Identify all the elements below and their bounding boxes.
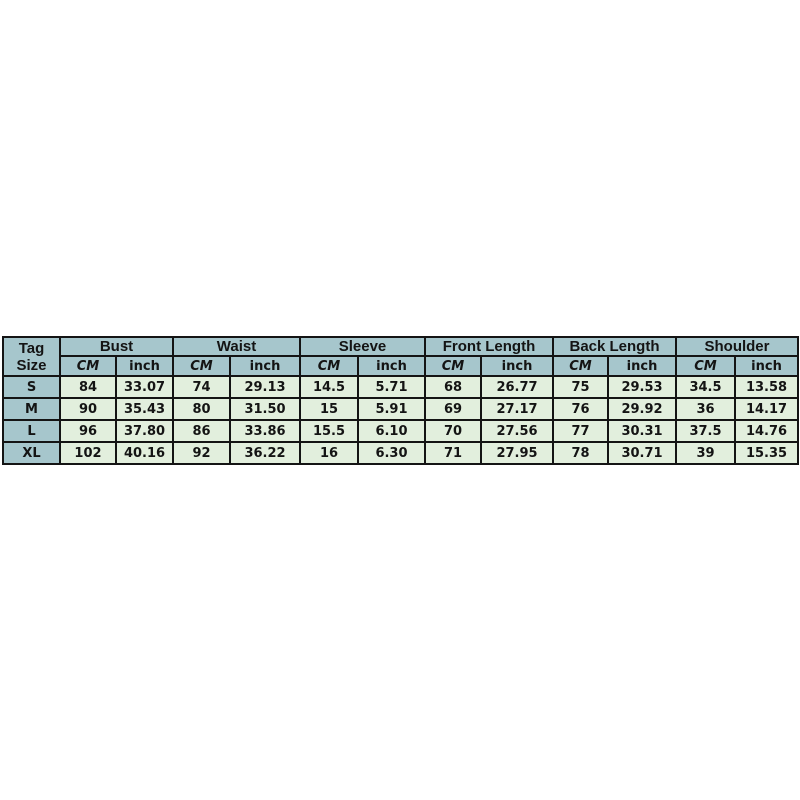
size-tag-cell: S (2, 375, 61, 399)
value-cell-bust-cm: 90 (59, 397, 117, 421)
value-cell-back-length-inch: 30.31 (607, 419, 677, 443)
value-cell-back-length-inch: 29.53 (607, 375, 677, 399)
unit-header-waist-cm: CM (172, 355, 231, 377)
unit-header-bust-cm: CM (59, 355, 117, 377)
value-cell-waist-cm: 80 (172, 397, 231, 421)
column-group-back-length: Back Length (552, 336, 677, 357)
value-cell-sleeve-inch: 6.30 (357, 441, 426, 465)
value-cell-waist-cm: 74 (172, 375, 231, 399)
unit-header-back-length-inch: inch (607, 355, 677, 377)
value-cell-front-length-inch: 27.17 (480, 397, 554, 421)
value-cell-waist-cm: 92 (172, 441, 231, 465)
size-chart-table: Tag Size Bust Waist Sleeve Front Length … (2, 336, 799, 465)
size-chart: Tag Size Bust Waist Sleeve Front Length … (2, 336, 799, 465)
unit-header-sleeve-cm: CM (299, 355, 359, 377)
corner-header-line1: Tag (18, 339, 45, 357)
value-cell-sleeve-cm: 14.5 (299, 375, 359, 399)
unit-header-sleeve-inch: inch (357, 355, 426, 377)
column-group-shoulder: Shoulder (675, 336, 799, 357)
value-cell-front-length-cm: 71 (424, 441, 482, 465)
group-header-row: Tag Size Bust Waist Sleeve Front Length … (2, 336, 799, 377)
value-cell-shoulder-cm: 36 (675, 397, 736, 421)
value-cell-back-length-cm: 77 (552, 419, 609, 443)
value-cell-front-length-cm: 68 (424, 375, 482, 399)
unit-header-shoulder-inch: inch (734, 355, 799, 377)
value-cell-back-length-inch: 29.92 (607, 397, 677, 421)
unit-header-front-length-cm: CM (424, 355, 482, 377)
value-cell-bust-cm: 102 (59, 441, 117, 465)
table-row-size-xl: XL 102 40.16 92 36.22 16 6.30 71 27.95 7… (2, 441, 799, 465)
value-cell-waist-cm: 86 (172, 419, 231, 443)
value-cell-bust-cm: 96 (59, 419, 117, 443)
value-cell-back-length-cm: 78 (552, 441, 609, 465)
corner-header-line2: Size (16, 356, 47, 374)
column-group-sleeve: Sleeve (299, 336, 426, 357)
value-cell-back-length-cm: 75 (552, 375, 609, 399)
unit-header-waist-inch: inch (229, 355, 301, 377)
value-cell-bust-inch: 35.43 (115, 397, 174, 421)
value-cell-waist-inch: 29.13 (229, 375, 301, 399)
value-cell-sleeve-cm: 15.5 (299, 419, 359, 443)
value-cell-front-length-cm: 70 (424, 419, 482, 443)
value-cell-shoulder-inch: 15.35 (734, 441, 799, 465)
corner-header-cell: Tag Size (2, 336, 61, 377)
size-tag-cell: L (2, 419, 61, 443)
value-cell-shoulder-inch: 13.58 (734, 375, 799, 399)
value-cell-shoulder-inch: 14.76 (734, 419, 799, 443)
column-group-bust: Bust (59, 336, 174, 357)
value-cell-bust-cm: 84 (59, 375, 117, 399)
value-cell-shoulder-cm: 39 (675, 441, 736, 465)
table-row-size-m: M 90 35.43 80 31.50 15 5.91 69 27.17 76 … (2, 397, 799, 421)
value-cell-sleeve-inch: 5.71 (357, 375, 426, 399)
size-tag-cell: M (2, 397, 61, 421)
value-cell-bust-inch: 40.16 (115, 441, 174, 465)
value-cell-front-length-inch: 27.56 (480, 419, 554, 443)
value-cell-sleeve-inch: 5.91 (357, 397, 426, 421)
table-row-size-l: L 96 37.80 86 33.86 15.5 6.10 70 27.56 7… (2, 419, 799, 443)
unit-header-front-length-inch: inch (480, 355, 554, 377)
unit-header-shoulder-cm: CM (675, 355, 736, 377)
value-cell-bust-inch: 37.80 (115, 419, 174, 443)
value-cell-front-length-inch: 26.77 (480, 375, 554, 399)
value-cell-shoulder-cm: 34.5 (675, 375, 736, 399)
value-cell-sleeve-inch: 6.10 (357, 419, 426, 443)
value-cell-front-length-inch: 27.95 (480, 441, 554, 465)
value-cell-waist-inch: 36.22 (229, 441, 301, 465)
value-cell-shoulder-inch: 14.17 (734, 397, 799, 421)
unit-header-bust-inch: inch (115, 355, 174, 377)
column-group-front-length: Front Length (424, 336, 554, 357)
value-cell-back-length-inch: 30.71 (607, 441, 677, 465)
value-cell-sleeve-cm: 16 (299, 441, 359, 465)
value-cell-bust-inch: 33.07 (115, 375, 174, 399)
value-cell-sleeve-cm: 15 (299, 397, 359, 421)
value-cell-waist-inch: 33.86 (229, 419, 301, 443)
value-cell-front-length-cm: 69 (424, 397, 482, 421)
column-group-waist: Waist (172, 336, 301, 357)
size-tag-cell: XL (2, 441, 61, 465)
unit-header-back-length-cm: CM (552, 355, 609, 377)
value-cell-waist-inch: 31.50 (229, 397, 301, 421)
value-cell-shoulder-cm: 37.5 (675, 419, 736, 443)
table-row-size-s: S 84 33.07 74 29.13 14.5 5.71 68 26.77 7… (2, 375, 799, 399)
value-cell-back-length-cm: 76 (552, 397, 609, 421)
unit-header-row: CM inch CM inch CM inch CM inch CM inch … (3, 355, 799, 377)
